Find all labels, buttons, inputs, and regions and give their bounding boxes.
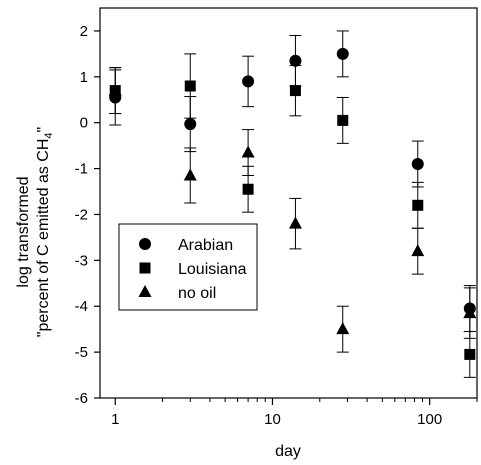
point-louisiana xyxy=(412,199,424,211)
legend-label-no-oil: no oil xyxy=(178,285,216,302)
x-tick-label: 10 xyxy=(264,411,281,428)
point-no-oil xyxy=(411,244,425,257)
point-no-oil xyxy=(183,168,197,181)
point-arabian xyxy=(289,54,302,67)
y-tick-label: 2 xyxy=(80,23,88,40)
legend: Arabian Louisiana no oil xyxy=(118,223,258,311)
legend-marker-arabian xyxy=(139,238,151,250)
point-no-oil xyxy=(241,145,255,158)
point-arabian xyxy=(336,47,349,60)
point-no-oil xyxy=(336,322,350,335)
y-tick-label: -5 xyxy=(75,344,88,361)
point-arabian xyxy=(184,118,197,131)
legend-marker-louisiana xyxy=(139,262,151,274)
y-tick-label: -2 xyxy=(75,206,88,223)
point-no-oil xyxy=(288,216,302,229)
point-arabian xyxy=(411,158,424,170)
y-tick-label: -1 xyxy=(75,161,88,178)
legend-label-louisiana: Louisiana xyxy=(178,261,247,278)
point-arabian xyxy=(242,75,255,88)
point-no-oil xyxy=(108,83,122,96)
y-tick-label: -4 xyxy=(75,298,88,315)
y-tick-label: 0 xyxy=(80,115,88,132)
x-axis-label: day xyxy=(275,443,301,460)
point-louisiana xyxy=(289,85,301,97)
point-louisiana xyxy=(464,348,476,360)
y-tick-label: 1 xyxy=(80,69,88,86)
legend-marker-no-oil xyxy=(138,285,152,297)
plot-frame xyxy=(99,7,478,399)
y-tick-label: -6 xyxy=(75,390,88,407)
point-louisiana xyxy=(242,183,254,195)
x-tick-label: 100 xyxy=(417,411,442,428)
y-axis-label-line1: log transformed xyxy=(15,176,32,287)
x-tick-label: 1 xyxy=(111,411,119,428)
point-louisiana xyxy=(337,114,349,126)
point-no-oil xyxy=(463,306,477,319)
point-louisiana xyxy=(184,80,196,92)
y-axis-label-line2: "percent of C emitted as CH4" xyxy=(35,127,55,337)
y-tick-label: -3 xyxy=(75,252,88,269)
legend-label-arabian: Arabian xyxy=(178,237,233,254)
